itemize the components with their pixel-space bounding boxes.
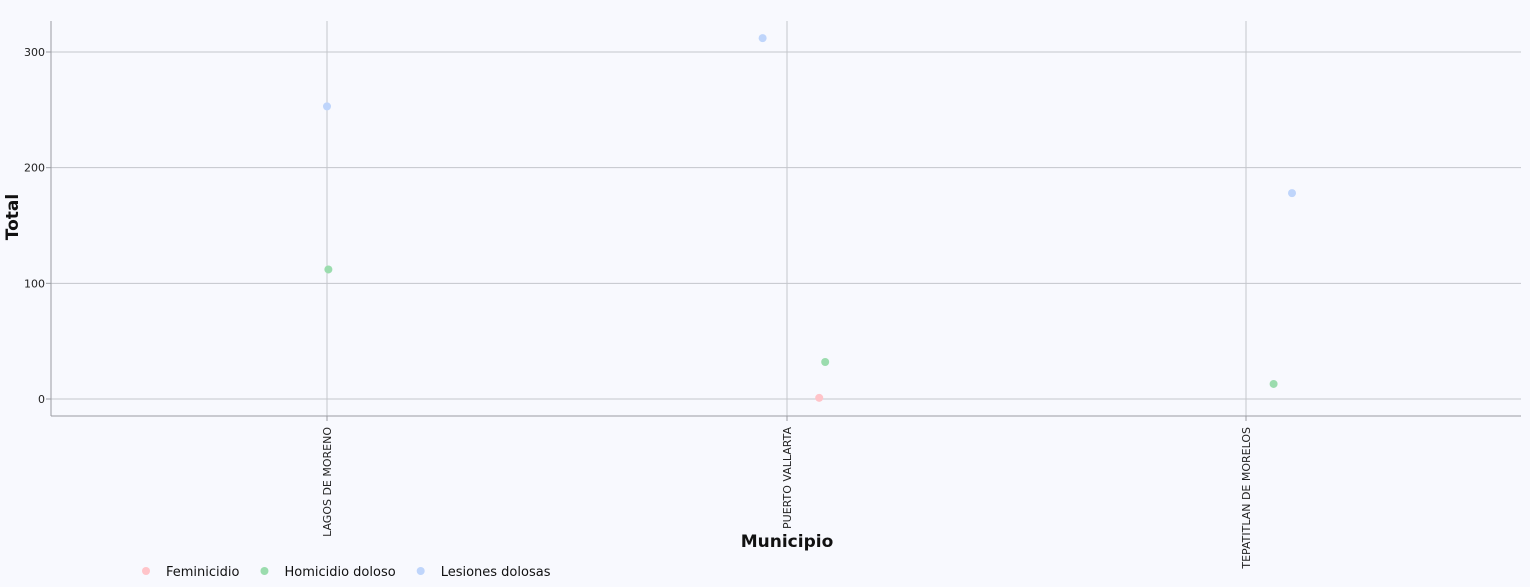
data-point [324,265,333,274]
x-tick-label: TEPATITLAN DE MORELOS [1240,427,1253,570]
data-point [821,357,830,366]
legend-marker [260,567,269,575]
legend-label: Lesiones dolosas [441,565,551,580]
x-tick-label: PUERTO VALLARTA [781,427,794,529]
y-tick-label: 300 [24,46,45,59]
legend-marker [142,567,150,575]
legend: Feminicidio Homicidio doloso Lesiones dolo… [142,565,551,580]
data-point [1269,379,1278,388]
y-tick-label: 200 [24,162,45,175]
data-point [758,34,767,43]
x-tick-label: LAGOS DE MORENO [321,427,334,537]
y-tick-label: 0 [38,393,45,406]
data-points [323,34,1296,402]
y-axis-title: Total [3,194,23,240]
legend-label: Homicidio doloso [284,565,395,580]
grid [51,21,1521,416]
legend-marker [416,567,425,575]
axes: 0 100 200 300 LAGOS DE MORENO PUERTO VALLARTA… [24,21,1521,570]
x-axis-title: Municipio [741,532,834,552]
y-tick-label: 100 [24,277,45,290]
data-point [815,393,824,402]
data-point [1288,189,1296,198]
data-point [323,102,331,111]
legend-label: Feminicidio [166,565,240,580]
